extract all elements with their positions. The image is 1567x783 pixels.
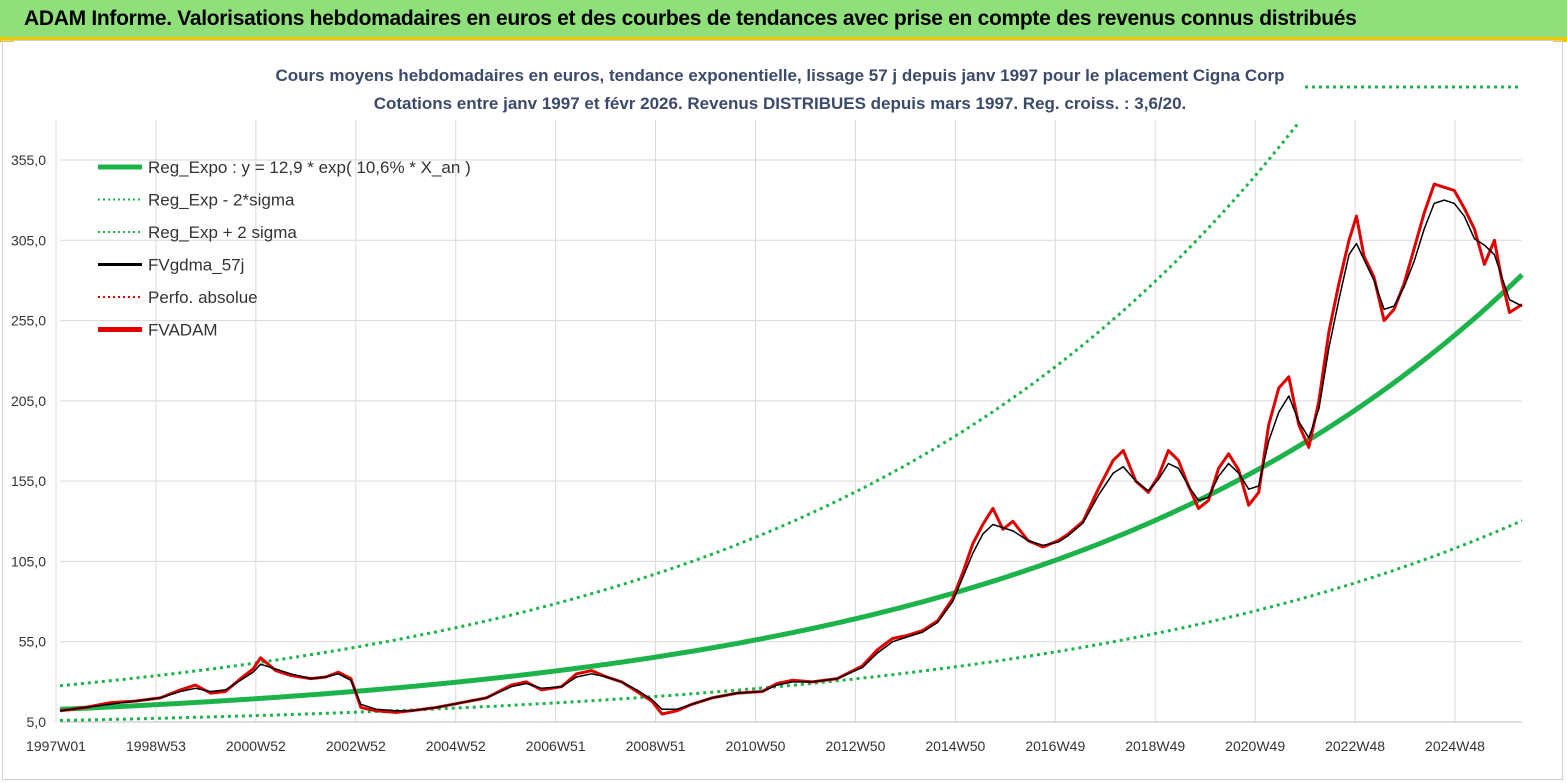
legend-label: Reg_Expo : y = 12,9 * exp( 10,6% * X_an …: [148, 158, 471, 177]
x-tick-label: 2004W52: [426, 738, 486, 754]
y-tick-label: 255,0: [11, 313, 46, 329]
gridlines: [55, 120, 1522, 723]
y-tick-label: 55,0: [19, 634, 46, 650]
data-series: [59, 182, 1523, 716]
x-tick-label: 2000W52: [226, 738, 286, 754]
x-tick-label: 2008W51: [626, 738, 686, 754]
report-banner: ADAM Informe. Valorisations hebdomadaire…: [0, 0, 1567, 40]
y-tick-label: 105,0: [11, 553, 46, 569]
x-tick-label: 2010W50: [726, 738, 786, 754]
y-tick-label: 305,0: [11, 232, 46, 248]
legend-label: FVADAM: [148, 321, 218, 340]
x-tick-label: 2020W49: [1225, 738, 1285, 754]
x-tick-label: 2014W50: [925, 738, 985, 754]
x-tick-label: 1997W01: [26, 738, 86, 754]
x-tick-label: 2012W50: [825, 738, 885, 754]
x-axis-ticks: 1997W01 1998W53 2000W52 2002W52 2004W52 2006W…: [26, 738, 1485, 754]
x-tick-label: 2018W49: [1125, 738, 1185, 754]
reg-lower-2sigma-line: [59, 519, 1523, 722]
y-tick-label: 155,0: [11, 473, 46, 489]
x-tick-label: 2006W51: [526, 738, 586, 754]
legend: Reg_Expo : y = 12,9 * exp( 10,6% * X_an …: [98, 158, 471, 340]
regression-curves: [59, 121, 1524, 722]
x-tick-label: 2022W48: [1325, 738, 1385, 754]
y-tick-label: 355,0: [11, 152, 46, 168]
x-tick-label: 2024W48: [1425, 738, 1485, 754]
reg-expo-line: [59, 273, 1524, 712]
legend-label: FVgdma_57j: [148, 256, 244, 275]
chart-subtitle: Cotations entre janv 1997 et févr 2026. …: [374, 94, 1187, 113]
y-tick-label: 5,0: [27, 714, 47, 730]
x-tick-label: 1998W53: [126, 738, 186, 754]
chart-title: Cours moyens hebdomadaires en euros, ten…: [276, 66, 1285, 85]
chart-frame: [2, 40, 1563, 780]
reg-upper-2sigma-line: [59, 121, 1300, 688]
series-line-fvgdma_57j: [59, 199, 1523, 712]
legend-label: Reg_Exp - 2*sigma: [148, 191, 295, 210]
report-title: ADAM Informe. Valorisations hebdomadaire…: [24, 7, 1357, 30]
legend-label: Perfo. absolue: [148, 288, 258, 307]
y-axis-ticks: 355,0 305,0 255,0 205,0 155,0 105,0 55,0 5,0: [11, 152, 46, 730]
x-tick-label: 2016W49: [1025, 738, 1085, 754]
x-tick-label: 2002W52: [326, 738, 386, 754]
legend-label: Reg_Exp + 2 sigma: [148, 223, 297, 242]
y-tick-label: 205,0: [11, 393, 46, 409]
